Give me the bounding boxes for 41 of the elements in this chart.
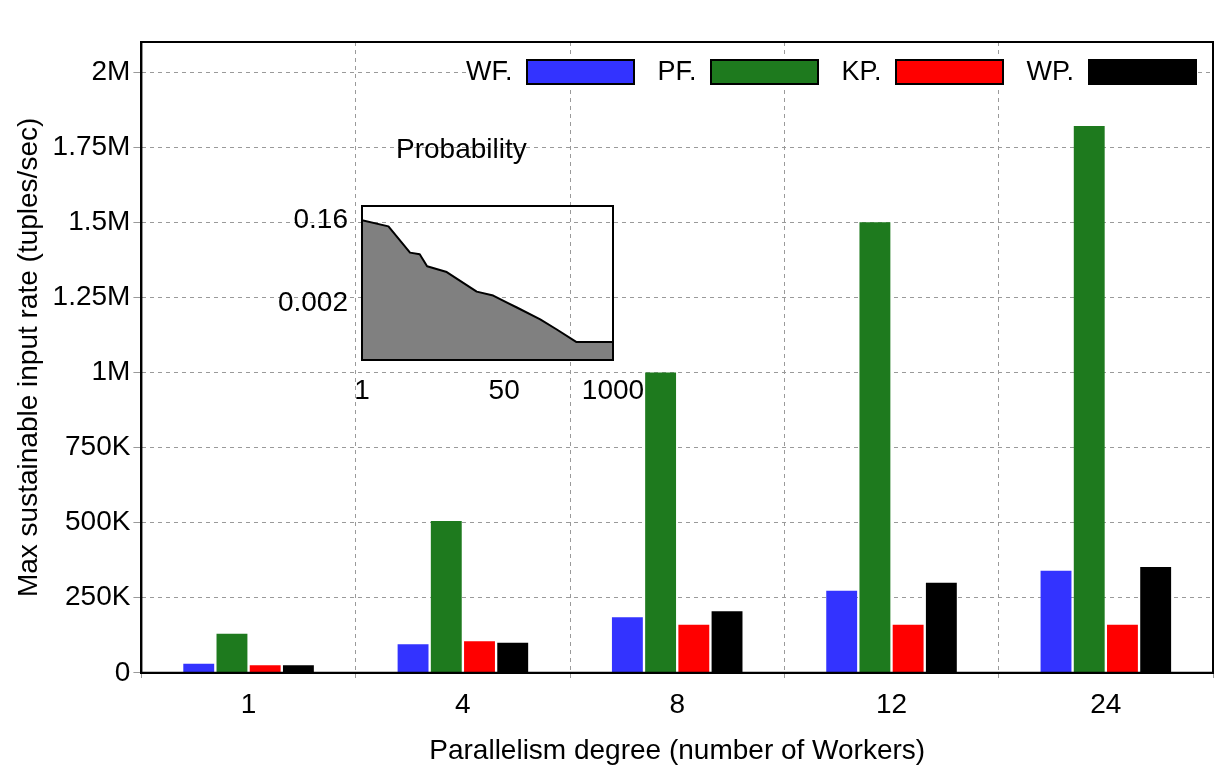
y-tick-label: 2M: [91, 54, 131, 86]
bar: [1040, 570, 1072, 673]
bar: [611, 617, 643, 673]
y-tick-label: 0.002: [277, 285, 348, 317]
y-tick-label: 1M: [91, 355, 131, 387]
bar: [249, 665, 281, 673]
bar: [464, 641, 495, 673]
chart-title: Probability: [396, 133, 527, 164]
y-tick-label: 1.75M: [52, 129, 131, 161]
bar: [430, 521, 462, 673]
legend-label: KP.: [841, 56, 882, 87]
y-tick-label: 0.16: [293, 202, 348, 234]
x-tick-label: 12: [875, 688, 908, 720]
y-tick-label: 750K: [65, 430, 131, 462]
x-tick-label: 50: [488, 373, 520, 405]
bar: [1107, 624, 1138, 673]
x-tick-label: 1: [354, 373, 370, 405]
legend-label: WF.: [465, 56, 513, 87]
y-tick-label: 500K: [65, 505, 131, 537]
bar: [397, 644, 429, 673]
bar: [645, 372, 677, 673]
y-tick-label: 0: [114, 655, 131, 687]
x-tick-label: 1: [240, 688, 257, 720]
y-tick-label: 1.5M: [68, 204, 131, 236]
bar: [678, 624, 710, 673]
bar: [183, 663, 215, 673]
x-tick-label: 24: [1090, 688, 1122, 720]
bar: [892, 624, 924, 673]
bar: [826, 590, 858, 673]
y-tick-label: 1.25M: [52, 280, 131, 312]
x-tick-label: 4: [455, 688, 471, 720]
x-tick-label: 8: [669, 688, 685, 720]
bar: [216, 633, 248, 673]
bar: [1073, 126, 1105, 673]
y-tick-label: 250K: [65, 580, 131, 612]
bar: [859, 222, 891, 673]
x-axis-title: Parallelism degree (number of Workers): [429, 733, 926, 765]
x-tick-label: 1000: [581, 373, 645, 405]
legend-label: PF.: [657, 56, 697, 87]
y-axis-title: Max sustainable input rate (tuples/sec): [11, 117, 43, 598]
legend-label: WP.: [1026, 56, 1074, 87]
